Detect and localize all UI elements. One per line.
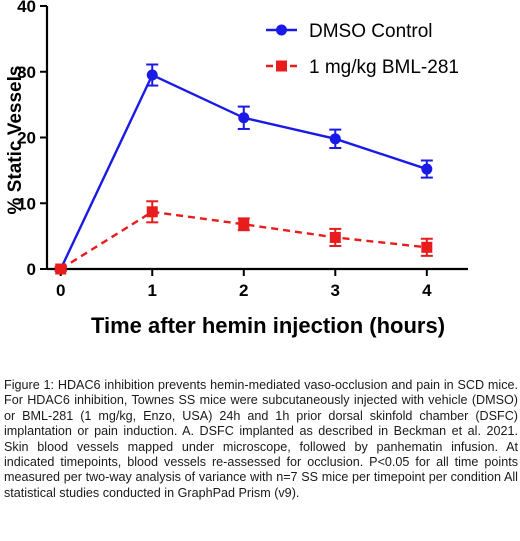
line-chart: 0 10 20 30 40 0 1 2 3 4 DMSO Control 1 mg/kg BML-2… [5, 0, 468, 338]
x-tick-label: 2 [239, 281, 248, 300]
data-point [329, 133, 341, 145]
legend-item: DMSO Control [266, 21, 433, 42]
data-point [421, 163, 433, 175]
legend-marker [276, 24, 287, 36]
legend-item: 1 mg/kg BML-281 [266, 57, 459, 78]
series-line [59, 73, 428, 270]
data-point [238, 112, 250, 124]
data-point [329, 231, 341, 243]
figure-caption: Figure 1: HDAC6 inhibition prevents hemi… [4, 378, 518, 500]
series-layer [54, 63, 433, 275]
y-tick-label: 40 [17, 0, 36, 16]
x-tick-label: 0 [56, 281, 65, 300]
x-tick-label: 1 [148, 281, 157, 300]
legend-label: DMSO Control [309, 21, 433, 42]
y-tick-label: 30 [17, 63, 36, 82]
data-point [55, 263, 67, 275]
series-2 [54, 200, 433, 275]
y-tick-label: 20 [17, 129, 36, 148]
x-tick-label: 4 [422, 281, 432, 300]
legend-label: 1 mg/kg BML-281 [309, 57, 459, 78]
y-axis-label: % Static Vessels [5, 66, 26, 215]
legend: DMSO Control 1 mg/kg BML-281 [266, 21, 459, 78]
legend-marker [276, 60, 287, 72]
series-1 [54, 63, 433, 275]
data-point [146, 69, 158, 81]
x-axis-label: Time after hemin injection (hours) [91, 313, 445, 338]
y-tick-label: 10 [17, 194, 36, 213]
y-tick-label: 0 [27, 260, 36, 279]
data-point [238, 218, 250, 230]
x-tick-label: 3 [331, 281, 340, 300]
data-point [146, 206, 158, 218]
axes: 0 10 20 30 40 0 1 2 3 4 [17, 0, 468, 300]
data-point [421, 241, 433, 253]
